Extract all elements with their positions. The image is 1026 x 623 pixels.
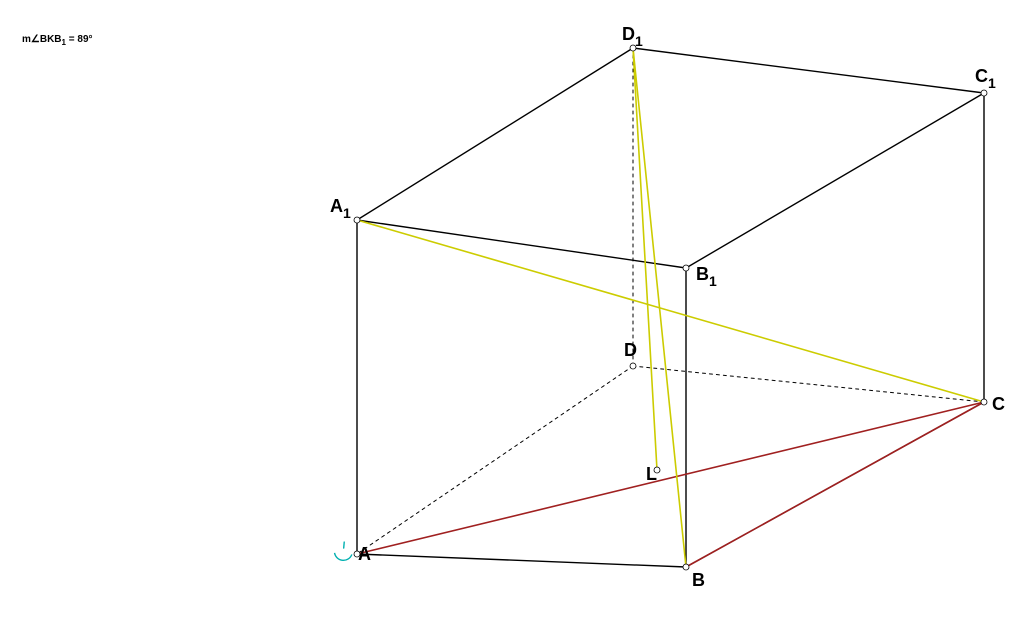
edge-A1-B1	[357, 220, 686, 268]
teal-arc-mark	[335, 553, 352, 560]
edge-B-C	[686, 402, 984, 567]
vertex-D	[630, 363, 636, 369]
vertex-C	[981, 399, 987, 405]
label-B1: B1	[696, 264, 717, 289]
edge-A-C	[357, 402, 984, 554]
edge-D1-A1	[357, 48, 633, 220]
vertex-B	[683, 564, 689, 570]
edge-D1-B	[633, 48, 686, 567]
teal-tick	[344, 542, 345, 548]
vertex-C1	[981, 90, 987, 96]
label-A: A	[358, 544, 371, 564]
edge-A1-C	[357, 220, 984, 402]
edge-D1-L	[633, 48, 657, 470]
edge-C1-D1	[633, 48, 984, 93]
edge-B1-C1	[686, 93, 984, 268]
angle-annotation: m∠BKB1 = 89°	[22, 34, 93, 47]
vertex-A1	[354, 217, 360, 223]
geometry-diagram: ABCDA1B1C1D1L	[0, 0, 1026, 623]
label-A1: A1	[330, 196, 351, 221]
label-C: C	[992, 394, 1005, 414]
vertex-B1	[683, 265, 689, 271]
label-L: L	[646, 464, 657, 484]
edge-D-A	[357, 366, 633, 554]
label-B: B	[692, 570, 705, 590]
label-C1: C1	[975, 66, 996, 91]
edge-A-B	[357, 554, 686, 567]
label-D: D	[624, 340, 637, 360]
